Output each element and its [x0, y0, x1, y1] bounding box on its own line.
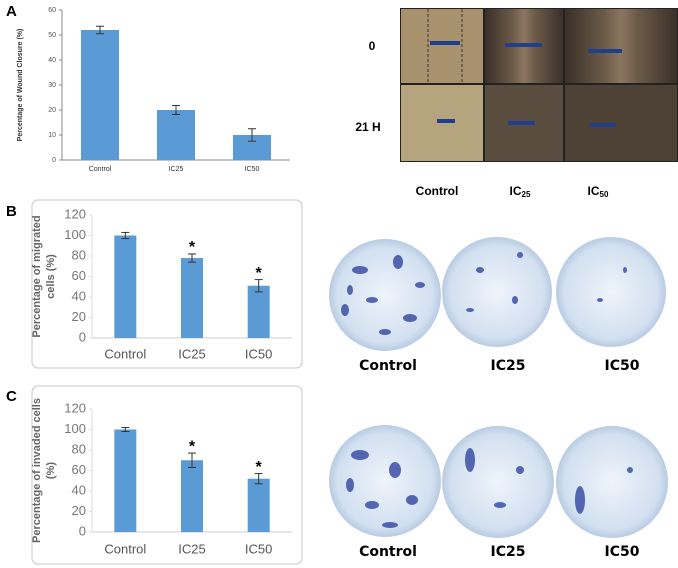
column-label: IC25 [491, 544, 526, 560]
x-tick-label: IC25 [178, 541, 205, 556]
column-label: Control [359, 358, 417, 374]
y-tick-label: 80 [72, 247, 86, 262]
y-tick-label: 20 [48, 107, 56, 114]
significance-mark: * [256, 459, 263, 476]
column-label: IC25 [510, 184, 531, 199]
bar [157, 110, 195, 160]
y-tick-label: 10 [48, 132, 56, 139]
bar [114, 235, 137, 338]
y-tick-label: 60 [48, 7, 56, 14]
x-tick-label: IC50 [245, 166, 260, 173]
y-tick-label: 120 [64, 400, 86, 415]
panel-letter: B [6, 203, 17, 220]
row-label: 0 [369, 39, 376, 53]
column-label: IC50 [605, 544, 640, 560]
y-tick-label: 80 [72, 441, 86, 456]
x-tick-label: IC25 [169, 166, 184, 173]
bar [114, 429, 137, 532]
panel-letter: C [6, 388, 17, 405]
x-tick-label: IC50 [245, 346, 272, 361]
label-subscript: 25 [522, 190, 531, 199]
chart-frame [31, 199, 303, 369]
y-tick-label: 120 [64, 206, 86, 221]
row-label: 21 H [355, 120, 380, 134]
y-tick-label: 60 [72, 268, 86, 283]
x-tick-label: Control [89, 166, 112, 173]
column-label: IC50 [588, 184, 609, 199]
y-tick-label: 0 [79, 523, 86, 538]
significance-mark: * [189, 438, 196, 455]
y-tick-label: 100 [64, 227, 86, 242]
label-subscript: 50 [600, 190, 609, 199]
panel-letter: A [6, 3, 17, 20]
y-tick-label: 20 [72, 503, 86, 518]
y-axis-label: Percentage of migrated [31, 215, 43, 337]
y-tick-label: 30 [48, 82, 56, 89]
x-tick-label: Control [104, 541, 146, 556]
bar [247, 478, 270, 532]
bar [181, 258, 203, 338]
bar [81, 30, 119, 160]
significance-mark: * [189, 239, 196, 256]
y-tick-label: 50 [48, 32, 56, 39]
y-tick-label: 40 [48, 57, 56, 64]
y-tick-label: 40 [72, 482, 86, 497]
y-tick-label: 0 [79, 329, 86, 344]
y-tick-label: 100 [64, 421, 86, 436]
transwell-images [329, 237, 668, 538]
x-tick-label: IC25 [178, 346, 205, 361]
chart-frame [31, 385, 303, 565]
column-label: IC50 [605, 358, 640, 374]
column-label: Control [416, 184, 459, 198]
column-label: IC25 [491, 358, 526, 374]
x-tick-label: Control [104, 346, 146, 361]
significance-mark: * [256, 265, 263, 282]
label-base: IC [510, 184, 522, 198]
y-tick-label: 20 [72, 309, 86, 324]
bar [181, 460, 203, 532]
y-axis-label: cells (%) [45, 254, 57, 299]
y-tick-label: 40 [72, 288, 86, 303]
wound-images [400, 8, 678, 162]
x-tick-label: IC50 [245, 541, 272, 556]
y-tick-label: 60 [72, 462, 86, 477]
y-axis-label: Percentage of Wound Closure (%) [17, 29, 24, 142]
y-axis-label: (%) [45, 462, 57, 479]
bar [247, 285, 270, 338]
column-label: Control [359, 544, 417, 560]
label-base: IC [588, 184, 600, 198]
y-tick-label: 0 [52, 157, 56, 164]
y-axis-label: Percentage of invaded cells [31, 398, 43, 543]
